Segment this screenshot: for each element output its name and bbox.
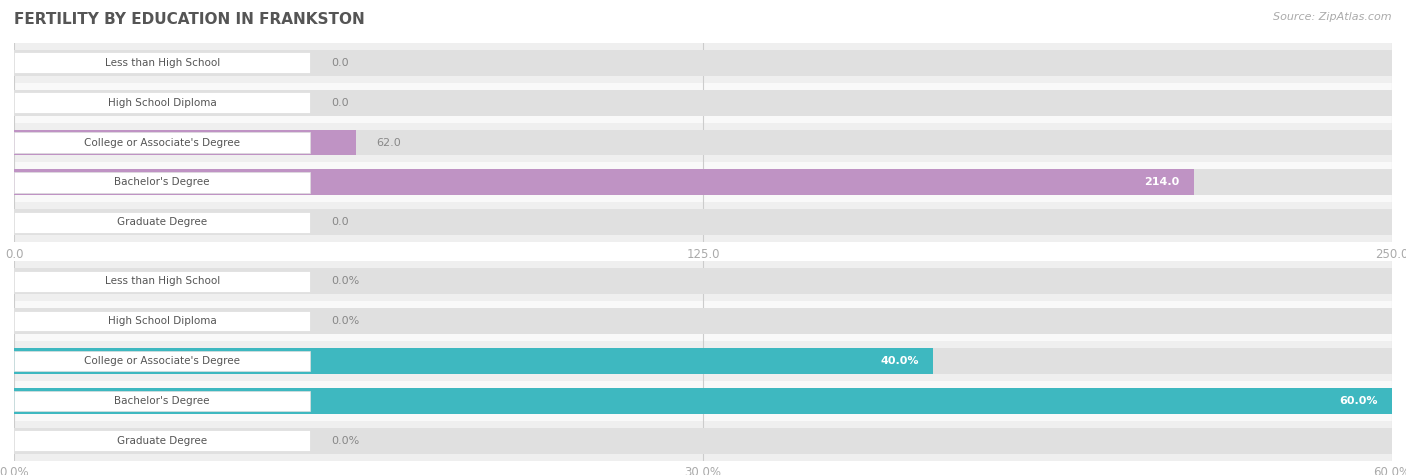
Bar bbox=[14, 390, 311, 411]
Bar bbox=[14, 348, 1392, 374]
Bar bbox=[14, 50, 1392, 76]
Text: Graduate Degree: Graduate Degree bbox=[117, 436, 207, 446]
Bar bbox=[14, 308, 1392, 334]
Bar bbox=[14, 311, 311, 332]
Text: College or Associate's Degree: College or Associate's Degree bbox=[84, 137, 240, 148]
Text: 0.0: 0.0 bbox=[330, 57, 349, 68]
Text: FERTILITY BY EDUCATION IN FRANKSTON: FERTILITY BY EDUCATION IN FRANKSTON bbox=[14, 12, 364, 27]
Text: 0.0: 0.0 bbox=[330, 97, 349, 108]
Text: Less than High School: Less than High School bbox=[104, 276, 219, 286]
Bar bbox=[14, 381, 1392, 421]
Bar bbox=[14, 130, 356, 155]
Bar bbox=[14, 170, 1194, 195]
Text: High School Diploma: High School Diploma bbox=[108, 316, 217, 326]
Bar bbox=[14, 421, 1392, 461]
Text: Bachelor's Degree: Bachelor's Degree bbox=[114, 177, 209, 188]
Bar bbox=[14, 351, 311, 371]
Text: College or Associate's Degree: College or Associate's Degree bbox=[84, 356, 240, 366]
Bar bbox=[14, 261, 1392, 301]
Bar bbox=[14, 428, 1392, 454]
Bar bbox=[14, 43, 1392, 83]
Bar bbox=[14, 202, 1392, 242]
Bar bbox=[14, 92, 311, 113]
Bar bbox=[14, 212, 311, 233]
Bar bbox=[14, 209, 1392, 235]
Bar bbox=[14, 90, 1392, 115]
Bar bbox=[14, 348, 932, 374]
Bar bbox=[14, 388, 1392, 414]
Bar bbox=[14, 130, 1392, 155]
Bar bbox=[14, 301, 1392, 341]
Text: 0.0%: 0.0% bbox=[330, 316, 359, 326]
Text: Graduate Degree: Graduate Degree bbox=[117, 217, 207, 228]
Text: 0.0%: 0.0% bbox=[330, 436, 359, 446]
Bar bbox=[14, 268, 1392, 294]
Bar bbox=[14, 271, 311, 292]
Text: Less than High School: Less than High School bbox=[104, 57, 219, 68]
Bar bbox=[14, 170, 1392, 195]
Text: 214.0: 214.0 bbox=[1144, 177, 1180, 188]
Bar bbox=[14, 132, 311, 153]
Text: 0.0%: 0.0% bbox=[330, 276, 359, 286]
Text: 60.0%: 60.0% bbox=[1340, 396, 1378, 406]
Bar bbox=[14, 430, 311, 451]
Bar bbox=[14, 388, 1392, 414]
Text: 62.0: 62.0 bbox=[377, 137, 401, 148]
Bar bbox=[14, 341, 1392, 381]
Text: 40.0%: 40.0% bbox=[880, 356, 920, 366]
Text: Bachelor's Degree: Bachelor's Degree bbox=[114, 396, 209, 406]
Text: High School Diploma: High School Diploma bbox=[108, 97, 217, 108]
Bar bbox=[14, 162, 1392, 202]
Text: 0.0: 0.0 bbox=[330, 217, 349, 228]
Text: Source: ZipAtlas.com: Source: ZipAtlas.com bbox=[1274, 12, 1392, 22]
Bar bbox=[14, 123, 1392, 162]
Bar bbox=[14, 52, 311, 73]
Bar bbox=[14, 83, 1392, 123]
Bar bbox=[14, 172, 311, 193]
